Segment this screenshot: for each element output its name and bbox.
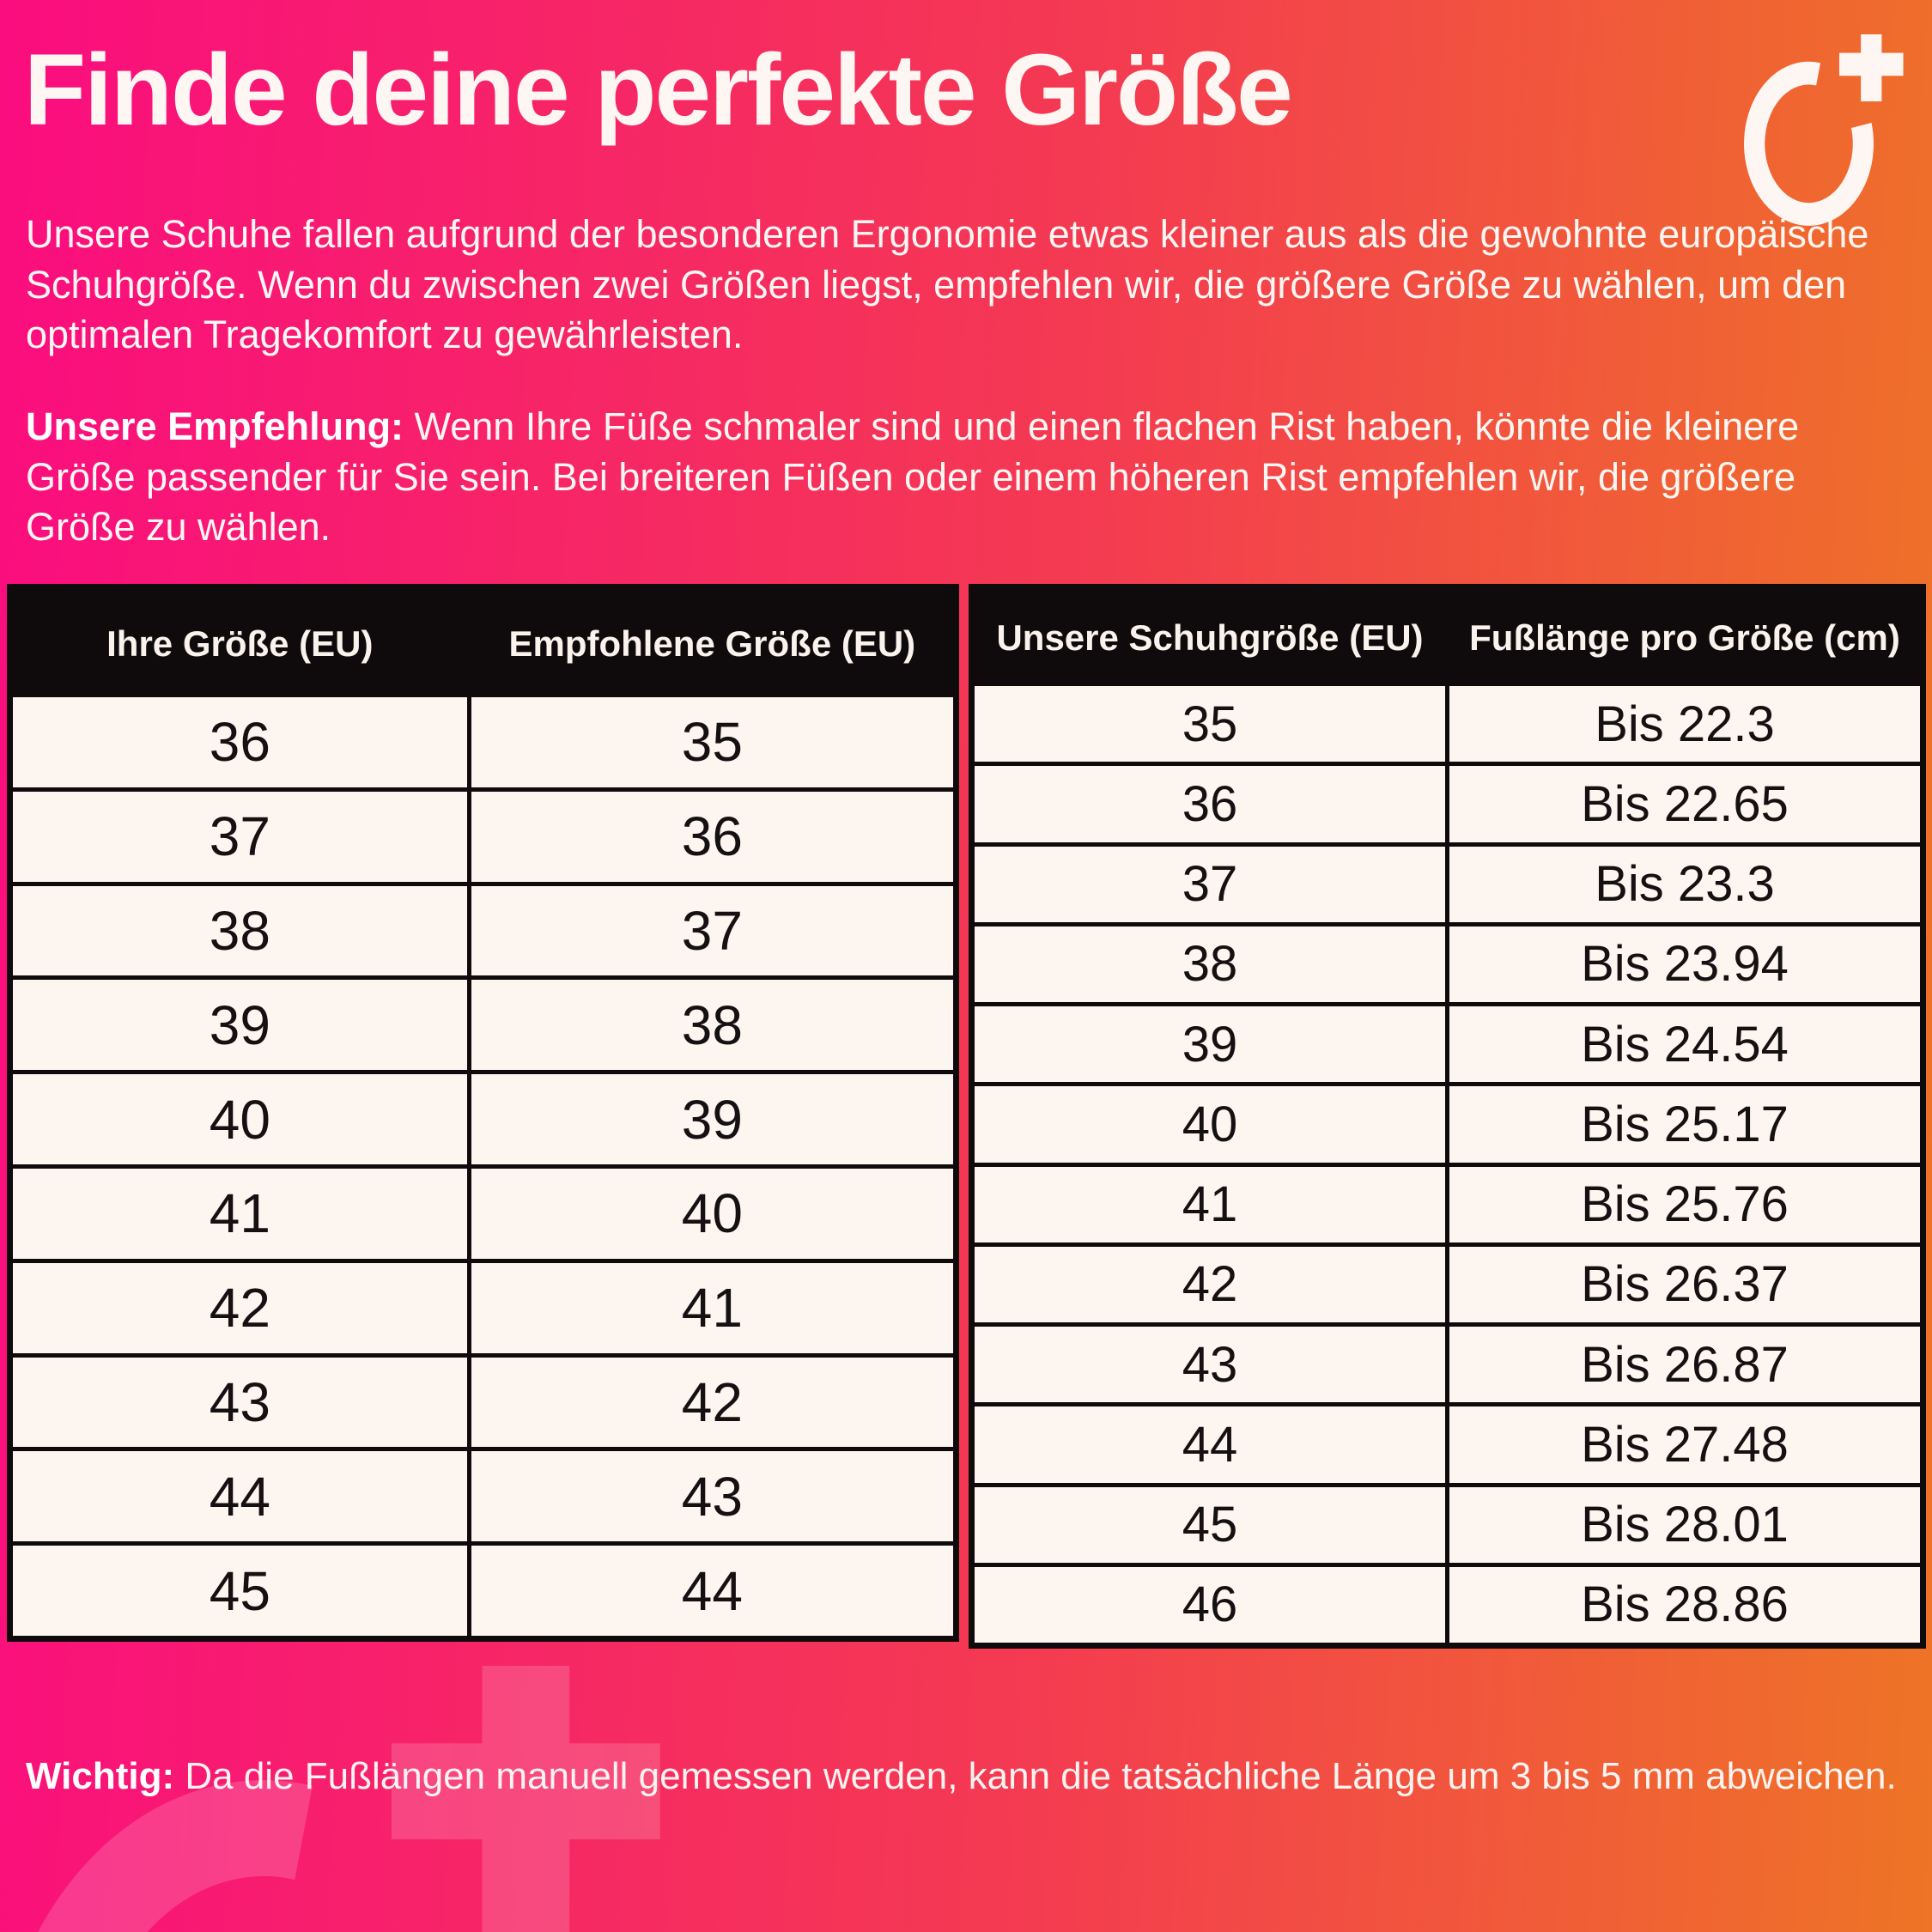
table-row: 40 39 <box>13 1074 953 1164</box>
table-row: 42 Bis 26.37 <box>975 1246 1920 1322</box>
recommendation-label: Unsere Empfehlung: <box>26 404 404 448</box>
table-cell: Bis 23.3 <box>1449 846 1920 922</box>
measurement-note: Wichtig: Da die Fußlängen manuell gemess… <box>26 1752 1915 1801</box>
table-row: 37 Bis 23.3 <box>975 846 1920 922</box>
page-title: Finde deine perfekte Größe <box>24 33 1293 147</box>
table-row: 45 44 <box>13 1546 953 1636</box>
table-cell: 39 <box>13 980 467 1071</box>
table-row: 35 Bis 22.3 <box>975 686 1920 762</box>
table-row: 40 Bis 25.17 <box>975 1086 1920 1163</box>
table-cell: Bis 22.65 <box>1449 766 1920 842</box>
table-cell: 37 <box>471 885 953 976</box>
table-cell: Bis 28.86 <box>1449 1566 1920 1643</box>
column-header: Fußlänge pro Größe (cm) <box>1469 617 1900 658</box>
table-cell: 42 <box>471 1357 953 1448</box>
table-cell: 44 <box>471 1546 953 1636</box>
column-header: Unsere Schuhgröße (EU) <box>996 617 1424 658</box>
note-label: Wichtig: <box>26 1755 175 1797</box>
table-cell: 38 <box>13 885 467 976</box>
o-plus-logo-icon <box>1744 34 1904 226</box>
foot-length-table-body: 35 Bis 22.3 36 Bis 22.65 37 Bis 23.3 38 Bis 23.… <box>975 686 1920 1643</box>
table-row: 43 42 <box>13 1357 953 1448</box>
intro-text: Unsere Schuhe fallen aufgrund der besond… <box>26 212 1869 356</box>
table-cell: 39 <box>975 1006 1445 1083</box>
table-cell: 35 <box>975 686 1445 762</box>
recommendation-paragraph: Unsere Empfehlung: Wenn Ihre Füße schmal… <box>26 402 1906 553</box>
table-cell: 43 <box>975 1327 1445 1403</box>
column-header: Empfohlene Größe (EU) <box>508 623 916 664</box>
table-cell: Bis 26.37 <box>1449 1246 1920 1322</box>
table-cell: 41 <box>975 1166 1445 1242</box>
table-cell: 36 <box>975 766 1445 842</box>
table-cell: 43 <box>13 1357 467 1448</box>
table-cell: 44 <box>13 1451 467 1542</box>
table-row: 39 Bis 24.54 <box>975 1006 1920 1083</box>
table-row: 45 Bis 28.01 <box>975 1486 1920 1563</box>
table-row: 37 36 <box>13 791 953 882</box>
table-cell: Bis 25.17 <box>1449 1086 1920 1163</box>
table-row: 44 Bis 27.48 <box>975 1406 1920 1483</box>
table-cell: Bis 22.3 <box>1449 686 1920 762</box>
table-cell: Bis 27.48 <box>1449 1406 1920 1483</box>
table-row: 46 Bis 28.86 <box>975 1566 1920 1643</box>
table-row: 41 40 <box>13 1169 953 1259</box>
table-cell: 39 <box>471 1074 953 1164</box>
table-cell: 35 <box>471 697 953 787</box>
size-conversion-table-body: 36 35 37 36 38 37 39 38 40 39 41 40 42 41 43 42 44 43 45 44 <box>13 697 953 1636</box>
table-row: 43 Bis 26.87 <box>975 1327 1920 1403</box>
table-cell: 45 <box>13 1546 467 1636</box>
table-row: 44 43 <box>13 1451 953 1542</box>
column-header: Ihre Größe (EU) <box>106 623 374 664</box>
table-row: 39 38 <box>13 980 953 1071</box>
table-row: 38 37 <box>13 885 953 976</box>
table-cell: 43 <box>471 1451 953 1542</box>
table-cell: 36 <box>471 791 953 882</box>
table-row: 42 41 <box>13 1262 953 1353</box>
table-cell: Bis 25.76 <box>1449 1166 1920 1242</box>
table-cell: 42 <box>975 1246 1445 1322</box>
table-cell: 45 <box>975 1486 1445 1563</box>
table-row: 36 Bis 22.65 <box>975 766 1920 842</box>
table-cell: 36 <box>13 697 467 787</box>
table-cell: 41 <box>13 1169 467 1259</box>
table-cell: Bis 26.87 <box>1449 1327 1920 1403</box>
foot-length-table-header: Unsere Schuhgröße (EU) Fußlänge pro Größ… <box>975 590 1920 686</box>
table-cell: 44 <box>975 1406 1445 1483</box>
table-cell: 41 <box>471 1262 953 1353</box>
table-row: 36 35 <box>13 697 953 787</box>
table-cell: Bis 24.54 <box>1449 1006 1920 1083</box>
table-cell: 42 <box>13 1262 467 1353</box>
table-row: 41 Bis 25.76 <box>975 1166 1920 1242</box>
intro-paragraph: Unsere Schuhe fallen aufgrund der besond… <box>26 210 1906 361</box>
table-cell: Bis 28.01 <box>1449 1486 1920 1563</box>
table-cell: 38 <box>471 980 953 1071</box>
table-cell: 40 <box>471 1169 953 1259</box>
table-cell: 37 <box>13 791 467 882</box>
recommendation-text: Wenn Ihre Füße schmaler sind und einen f… <box>26 404 1800 549</box>
table-cell: 46 <box>975 1566 1445 1643</box>
table-cell: 37 <box>975 846 1445 922</box>
foot-length-table: Unsere Schuhgröße (EU) Fußlänge pro Größ… <box>969 584 1926 1649</box>
table-cell: 38 <box>975 926 1445 1002</box>
size-conversion-table-header: Ihre Größe (EU) Empfohlene Größe (EU) <box>13 590 953 697</box>
table-cell: 40 <box>975 1086 1445 1163</box>
table-cell: 40 <box>13 1074 467 1164</box>
table-cell: Bis 23.94 <box>1449 926 1920 1002</box>
size-conversion-table: Ihre Größe (EU) Empfohlene Größe (EU) 36… <box>7 584 959 1642</box>
table-row: 38 Bis 23.94 <box>975 926 1920 1002</box>
note-text: Da die Fußlängen manuell gemessen werden… <box>174 1755 1897 1797</box>
